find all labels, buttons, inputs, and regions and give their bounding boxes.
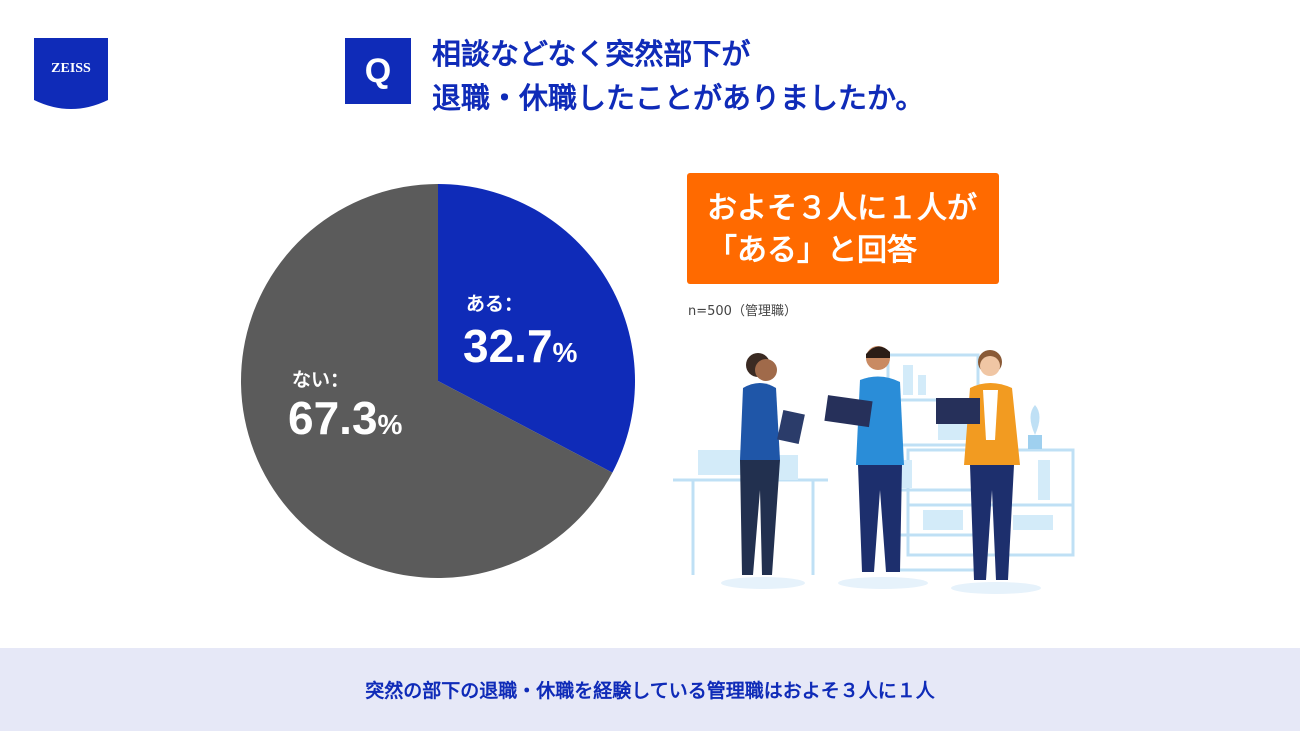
answer-callout: およそ３人に１人が 「ある」と回答 [687,173,999,284]
zeiss-logo: ZEISS [34,38,108,110]
zeiss-logo-icon: ZEISS [34,38,108,109]
pie-slice-label-0: ある： [466,293,523,315]
person-left [740,353,805,575]
question-line-1: 相談などなく突然部下が [432,37,751,71]
pie-slice-value-0: 32.7% [463,320,578,372]
floor-shadows [721,577,1041,594]
logo-text: ZEISS [51,61,91,76]
callout-line-1: およそ３人に１人が [707,191,977,226]
pie-chart: ある： 32.7% ない：67.3% [241,184,635,579]
sample-size-note: n=500（管理職） [688,304,797,319]
footer-banner: 突然の部下の退職・休職を経験している管理職はおよそ３人に１人 [0,648,1300,731]
plant-icon [1028,405,1042,449]
callout-line-2: 「ある」と回答 [707,233,917,268]
business-people-illustration [673,346,1075,594]
question-title: 相談などなく突然部下が 退職・休職したことがありましたか。 [432,32,1052,120]
person-middle [824,346,904,572]
question-badge: Q [345,38,411,104]
footer-text: 突然の部下の退職・休職を経験している管理職はおよそ３人に１人 [365,680,935,702]
question-line-2: 退職・休職したことがありましたか。 [432,81,925,115]
person-right [936,350,1020,580]
pie-slice-label-1: ない： [292,369,349,391]
pie-slice-0 [438,184,635,473]
pie-slice-value-1: 67.3% [288,392,403,444]
pie-slice-1 [241,184,613,579]
